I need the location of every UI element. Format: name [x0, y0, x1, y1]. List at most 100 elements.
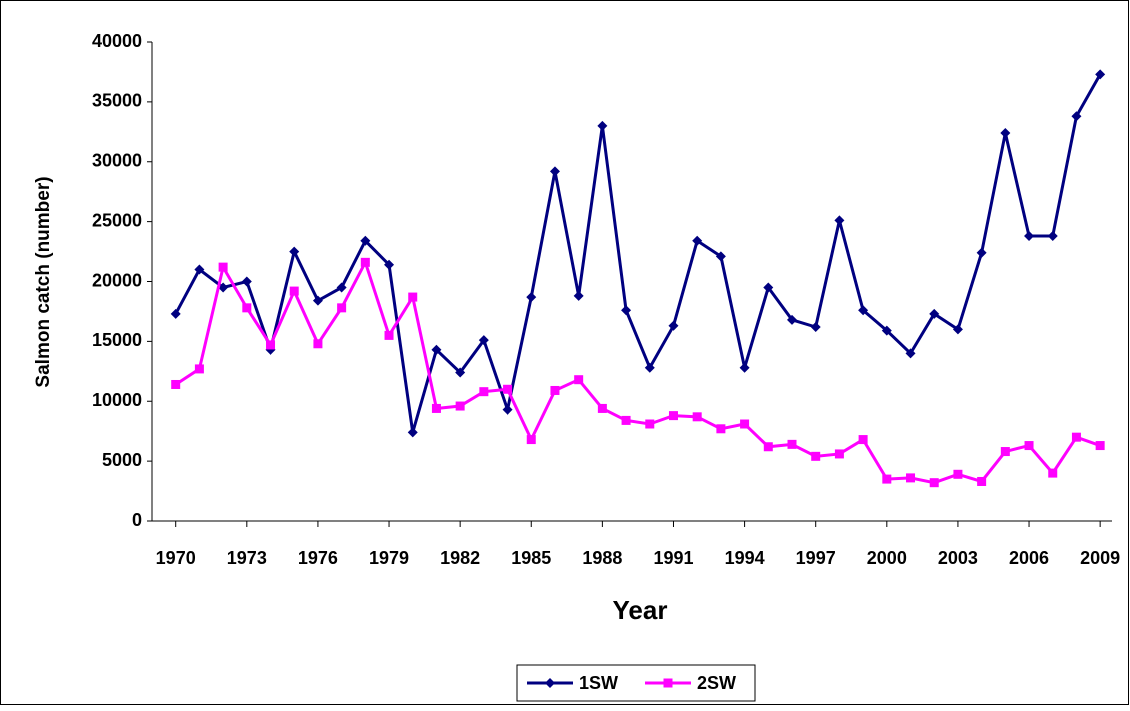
marker: [787, 439, 797, 449]
marker: [1095, 441, 1105, 451]
marker: [266, 340, 276, 350]
marker: [574, 375, 584, 385]
marker: [977, 476, 987, 486]
marker: [692, 412, 702, 422]
x-tick-label: 1970: [156, 548, 196, 568]
marker: [929, 478, 939, 488]
x-tick-label: 1979: [369, 548, 409, 568]
marker: [1024, 230, 1035, 241]
x-tick-label: 2003: [938, 548, 978, 568]
series-line: [174, 73, 1102, 433]
y-axis-label: Salmon catch (number): [33, 176, 54, 387]
marker: [597, 403, 607, 413]
marker: [1024, 441, 1034, 451]
marker: [621, 415, 631, 425]
x-axis-label: Year: [613, 595, 668, 625]
marker: [1071, 432, 1081, 442]
y-tick-label: 10000: [92, 390, 142, 410]
x-tick-label: 1991: [653, 548, 693, 568]
marker: [336, 282, 347, 293]
marker: [810, 322, 821, 333]
marker: [787, 314, 797, 325]
marker: [668, 320, 679, 331]
y-tick-label: 25000: [92, 210, 142, 230]
x-tick-label: 1976: [298, 548, 338, 568]
marker: [668, 411, 678, 421]
marker: [740, 419, 750, 429]
marker: [834, 449, 844, 459]
marker: [716, 424, 726, 434]
y-tick-label: 30000: [92, 151, 142, 171]
marker: [550, 385, 560, 395]
marker: [171, 379, 181, 389]
marker: [715, 251, 726, 262]
marker: [645, 419, 655, 429]
marker: [621, 305, 632, 316]
y-tick-label: 0: [132, 510, 142, 530]
y-tick-label: 15000: [92, 330, 142, 350]
marker: [289, 286, 299, 296]
marker: [503, 384, 513, 394]
marker: [953, 469, 963, 479]
marker: [1048, 468, 1058, 478]
x-tick-label: 1982: [440, 548, 480, 568]
marker: [882, 474, 892, 484]
marker: [170, 308, 181, 319]
marker: [455, 367, 466, 378]
marker: [312, 295, 323, 306]
marker: [218, 282, 229, 293]
marker: [313, 339, 323, 349]
marker: [360, 235, 371, 246]
x-tick-label: 2000: [867, 548, 907, 568]
marker: [479, 387, 489, 397]
marker: [763, 282, 774, 293]
marker: [384, 259, 395, 270]
marker: [1000, 128, 1011, 139]
marker: [526, 435, 536, 445]
x-tick-label: 1985: [511, 548, 551, 568]
marker: [929, 308, 940, 319]
marker: [573, 290, 584, 301]
marker: [194, 264, 205, 275]
x-tick-label: 1994: [725, 548, 765, 568]
series-line: [174, 258, 1101, 485]
y-tick-label: 40000: [92, 31, 142, 51]
marker: [858, 435, 868, 445]
marker: [905, 348, 916, 359]
marker: [431, 344, 442, 355]
marker: [455, 401, 465, 411]
marker: [384, 330, 394, 340]
x-tick-label: 2009: [1080, 548, 1120, 568]
marker: [337, 303, 347, 313]
marker: [906, 473, 916, 483]
marker: [218, 262, 228, 272]
marker: [976, 247, 987, 258]
marker: [663, 678, 673, 688]
marker: [644, 362, 655, 373]
legend-label: 2SW: [697, 673, 736, 693]
marker: [502, 404, 513, 415]
marker: [545, 678, 555, 688]
marker: [1071, 111, 1082, 122]
marker: [763, 442, 773, 452]
marker: [1095, 69, 1106, 80]
marker: [858, 305, 869, 316]
marker: [407, 427, 418, 438]
legend: 1SW 2SW: [516, 664, 756, 702]
marker: [834, 215, 845, 226]
marker: [811, 451, 821, 461]
marker: [1047, 230, 1058, 241]
x-tick-label: 1973: [227, 548, 267, 568]
marker: [597, 120, 608, 131]
marker: [549, 166, 560, 177]
marker: [241, 276, 252, 287]
marker: [739, 362, 750, 373]
marker: [360, 257, 370, 267]
marker: [289, 246, 300, 257]
y-tick-label: 5000: [102, 450, 142, 470]
marker: [1000, 447, 1010, 457]
x-tick-label: 2006: [1009, 548, 1049, 568]
marker: [692, 235, 703, 246]
x-tick-label: 1988: [582, 548, 622, 568]
